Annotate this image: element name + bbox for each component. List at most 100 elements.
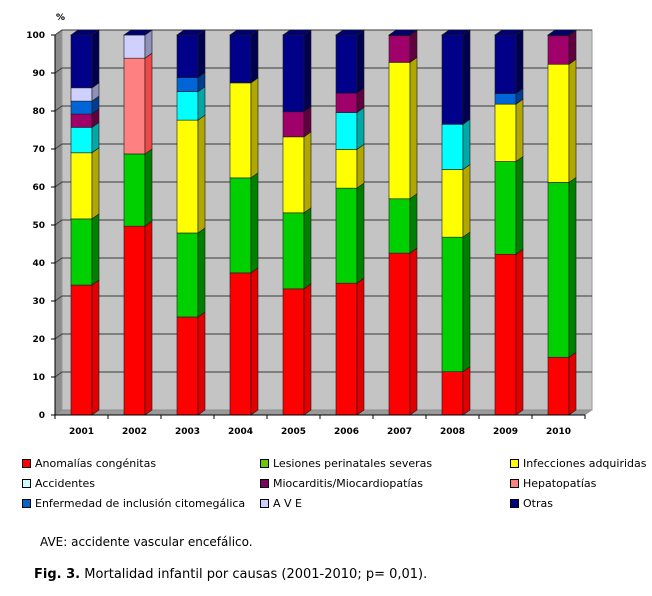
bar-segment-front xyxy=(176,91,199,121)
bars xyxy=(70,29,577,416)
bar-segment xyxy=(229,77,259,179)
bar-segment xyxy=(335,277,365,416)
bar-top xyxy=(70,29,100,36)
bar-segment-side xyxy=(303,283,312,416)
bar-segment-front xyxy=(547,182,570,358)
bar-top xyxy=(282,29,312,36)
bar-segment-front xyxy=(335,282,358,416)
bar-segment-front xyxy=(176,232,199,318)
y-tick-label: 40 xyxy=(32,259,45,269)
legend-swatch xyxy=(510,459,519,468)
bar-segment-side xyxy=(356,182,365,284)
bar-segment-side xyxy=(250,77,259,179)
legend-label: Anomalías congénitas xyxy=(35,457,157,470)
bar-segment xyxy=(176,227,206,318)
legend-item: Infecciones adquiridas xyxy=(510,457,646,470)
bar-segment-side xyxy=(91,279,100,416)
bar-segment xyxy=(123,220,153,416)
x-tick-label: 2006 xyxy=(334,427,359,437)
legend-label: Enfermedad de inclusión citomegálica xyxy=(35,497,246,510)
bar-segment xyxy=(229,172,259,274)
bar-top xyxy=(335,29,365,36)
bar-segment-front xyxy=(176,316,199,416)
bar-segment-side xyxy=(462,29,471,125)
bar-segment-front xyxy=(70,34,93,89)
bar-segment-side xyxy=(303,131,312,214)
y-axis-unit-label: % xyxy=(56,13,65,23)
bar-segment-front xyxy=(176,77,199,92)
bar-segment-side xyxy=(356,277,365,416)
bar-segment-front xyxy=(282,136,305,214)
bar-segment xyxy=(547,176,577,358)
bar-stack-2007 xyxy=(388,29,418,416)
bar-stack-2010 xyxy=(547,29,577,416)
bar-segment-front xyxy=(441,236,464,372)
bar-segment-front xyxy=(123,225,146,416)
bar-segment xyxy=(70,95,100,115)
bar-segment xyxy=(441,366,471,416)
bar-segment-side xyxy=(356,143,365,189)
bar-segment-side xyxy=(356,29,365,94)
bar-segment-front xyxy=(441,371,464,416)
figure-caption-text: Mortalidad infantil por causas (2001-201… xyxy=(80,567,428,582)
bar-segment-side xyxy=(515,155,524,255)
bar-segment-front xyxy=(494,103,517,162)
bar-segment-side xyxy=(303,29,312,113)
x-tick-label: 2004 xyxy=(228,427,253,437)
legend-label: Otras xyxy=(523,497,553,510)
bar-segment-front xyxy=(176,119,199,234)
bar-segment-side xyxy=(356,106,365,150)
bar-segment-side xyxy=(197,227,206,318)
bar-segment-front xyxy=(70,113,93,128)
legend-swatch xyxy=(22,459,31,468)
bar-segment xyxy=(176,86,206,121)
bar-segment xyxy=(70,279,100,416)
bar-segment-front xyxy=(494,161,517,255)
bar-segment xyxy=(70,108,100,128)
bar-segment xyxy=(70,147,100,220)
bar-segment-side xyxy=(515,29,524,95)
bar-segment-side xyxy=(91,147,100,220)
legend-swatch xyxy=(510,479,519,488)
bar-segment-side xyxy=(462,118,471,171)
bar-segment xyxy=(70,121,100,154)
bar-segment xyxy=(494,29,524,95)
legend-item: Otras xyxy=(510,497,553,510)
y-tick-label: 100 xyxy=(26,31,45,41)
bar-segment-front xyxy=(494,34,517,94)
y-tick-label: 30 xyxy=(32,297,45,307)
legend-item: Enfermedad de inclusión citomegálica xyxy=(22,497,245,510)
bar-segment-front xyxy=(282,212,305,290)
x-tick-label: 2007 xyxy=(387,427,412,437)
y-tick-label: 60 xyxy=(32,183,45,193)
bar-segment-side xyxy=(409,56,418,200)
bar-segment xyxy=(176,29,206,79)
bar-stack-2009 xyxy=(494,29,524,416)
y-tick-label: 0 xyxy=(39,411,45,421)
bar-segment-front xyxy=(388,62,411,200)
bar-segment-side xyxy=(568,176,577,358)
legend-label: Infecciones adquiridas xyxy=(523,457,647,470)
bar-segment-front xyxy=(335,34,358,94)
bar-segment-front xyxy=(70,152,93,220)
bar-segment xyxy=(441,29,471,125)
x-tick-label: 2009 xyxy=(493,427,518,437)
x-tick-label: 2008 xyxy=(440,427,465,437)
bar-top xyxy=(123,29,153,36)
bar-segment xyxy=(388,56,418,200)
bar-segment-front xyxy=(335,112,358,150)
bar-segment-front xyxy=(441,34,464,125)
bar-segment-side xyxy=(409,193,418,254)
bar-stack-2003 xyxy=(176,29,206,416)
bar-stack-2004 xyxy=(229,29,259,416)
bar-segment xyxy=(282,131,312,214)
legend-label: Miocarditis/Miocardiopatías xyxy=(273,477,423,490)
legend-label: Lesiones perinatales severas xyxy=(273,457,433,470)
bar-top xyxy=(494,29,524,36)
bar-segment-side xyxy=(462,163,471,238)
bar-segment-front xyxy=(70,127,93,154)
bar-segment xyxy=(388,193,418,254)
bar-segment-side xyxy=(409,247,418,416)
y-tick-label: 50 xyxy=(32,221,45,231)
bar-segment-front xyxy=(70,100,93,115)
